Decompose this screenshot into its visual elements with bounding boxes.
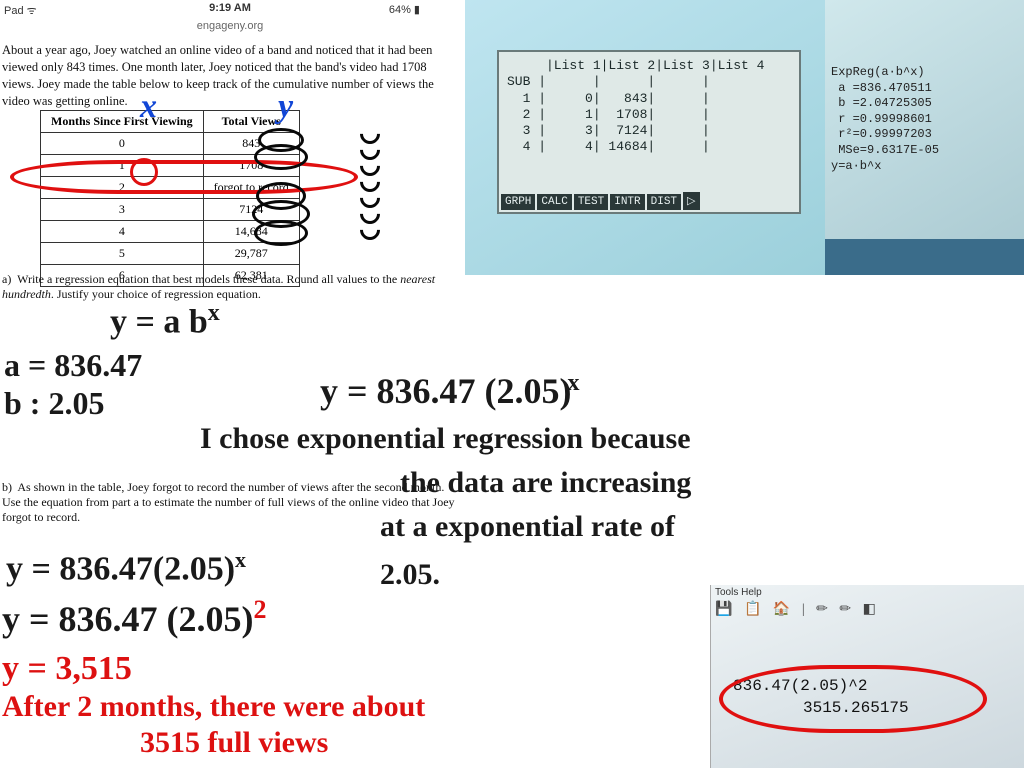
table-cell: 3: [41, 199, 204, 221]
hand-expl-1: I chose exponential regression because: [200, 422, 691, 455]
eraser-icon: ◧: [863, 601, 876, 618]
calc-menu-grph: GRPH: [501, 194, 535, 210]
calc-menu-more: ▷: [683, 192, 699, 210]
calc-menu-calc: CALC: [537, 194, 571, 210]
hand-red-line1: After 2 months, there were about: [2, 690, 425, 723]
hand-b-eq1: y = 836.47(2.05)x: [6, 548, 246, 588]
status-battery: 64% ▮: [389, 3, 420, 16]
hand-b-eq2: y = 836.47 (2.05)2: [2, 596, 267, 640]
home-icon: 🏠: [773, 601, 790, 618]
hand-eq-yabx: y = a bx: [110, 300, 220, 341]
calc-menu-test: TEST: [574, 194, 608, 210]
hand-a-val: a = 836.47: [4, 348, 142, 383]
red-circle-answer: [719, 665, 987, 733]
red-circle-2: [130, 158, 158, 186]
part-a: a) Write a regression equation that best…: [2, 272, 457, 302]
hand-red-y: y = 3,515: [2, 650, 132, 687]
hand-red-line2: 3515 full views: [140, 726, 328, 759]
part-a-label: a): [2, 272, 11, 286]
squiggle-brace: [360, 128, 378, 240]
calculator-photo-lists: |List 1|List 2|List 3|List 4 SUB | | | |…: [465, 0, 825, 275]
calc-screen: |List 1|List 2|List 3|List 4 SUB | | | |…: [497, 50, 801, 214]
save-icon: 💾: [715, 601, 732, 618]
hand-expl-3: at a exponential rate of: [380, 510, 675, 543]
calc-menu: GRPHCALCTESTINTRDIST▷: [501, 192, 797, 210]
calc3-menubar: Tools Help: [715, 587, 762, 598]
table-cell: 5: [41, 243, 204, 265]
table-header-months: Months Since First Viewing: [41, 111, 204, 133]
clipboard-icon: 📋: [744, 601, 761, 618]
pencil2-icon: ✏: [839, 601, 851, 618]
table-cell: 4: [41, 221, 204, 243]
annotation-x: x: [140, 88, 157, 126]
divider: |: [802, 602, 805, 618]
hand-b-val: b : 2.05: [4, 386, 104, 421]
calc3-toolbar: 💾 📋 🏠 | ✏ ✏ ◧: [715, 601, 884, 618]
calc-menu-dist: DIST: [647, 194, 681, 210]
red-oval-row2: [10, 160, 358, 194]
part-a-text: Write a regression equation that best mo…: [2, 272, 435, 301]
annotation-y: y: [278, 88, 293, 126]
ipad-status-bar: Pad ᯤ 9:19 AM 64% ▮: [0, 0, 460, 20]
calc-expreg-text: ExpReg(a·b^x) a =836.470511 b =2.0472530…: [825, 0, 1024, 174]
browser-url: engageny.org: [0, 20, 460, 32]
problem-statement: About a year ago, Joey watched an online…: [2, 42, 457, 110]
hand-eq-full: y = 836.47 (2.05)x: [320, 370, 580, 412]
calculator-photo-expreg: ExpReg(a·b^x) a =836.470511 b =2.0472530…: [825, 0, 1024, 275]
calc-menu-intr: INTR: [610, 194, 644, 210]
hand-expl-4: 2.05.: [380, 558, 440, 591]
hand-expl-2: the data are increasing: [400, 466, 691, 499]
table-cell: 0: [41, 133, 204, 155]
calc-keyboard-strip: [825, 239, 1024, 275]
pencil-icon: ✏: [816, 601, 828, 618]
calc-lists-text: |List 1|List 2|List 3|List 4 SUB | | | |…: [499, 52, 799, 162]
calculator-photo-answer: Tools Help 💾 📋 🏠 | ✏ ✏ ◧ 836.47(2.05)^2 …: [710, 585, 1024, 768]
part-b-label: b): [2, 480, 12, 494]
